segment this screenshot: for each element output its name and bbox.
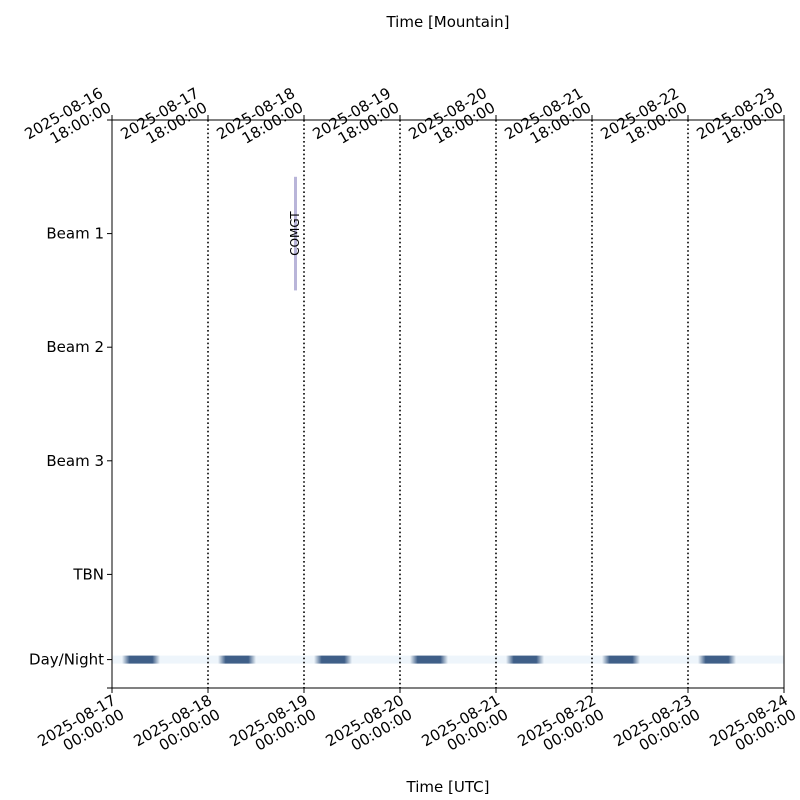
night-band [602,655,640,664]
x2-tick-label: 2025-08-2318:00:00 [693,84,786,157]
y-tick-label: Day/Night [29,651,104,669]
event-label: COMGT [288,211,302,256]
x-tick-label: 2025-08-2400:00:00 [706,691,799,764]
x2-tick-label: 2025-08-1918:00:00 [309,84,402,157]
x-tick-label: 2025-08-1800:00:00 [130,691,223,764]
x-tick-label: 2025-08-1900:00:00 [226,691,319,764]
x-tick-label: 2025-08-2200:00:00 [514,691,607,764]
y-tick-label: Beam 2 [46,338,104,356]
night-band [506,655,544,664]
x-tick-label: 2025-08-2300:00:00 [610,691,703,764]
x2-tick-label: 2025-08-2018:00:00 [405,84,498,157]
y-tick-label: TBN [72,565,104,583]
night-band [698,655,736,664]
event-bar [294,176,297,291]
night-band [410,655,448,664]
x2-tick-label: 2025-08-1718:00:00 [117,84,210,157]
night-band [122,655,160,664]
night-band [218,655,256,664]
x-tick-label: 2025-08-2100:00:00 [418,691,511,764]
x2-tick-label: 2025-08-1618:00:00 [21,84,114,157]
night-band [314,655,352,664]
x-tick-label: 2025-08-1700:00:00 [34,691,127,764]
x2-tick-label: 2025-08-2218:00:00 [597,84,690,157]
plot-frame [111,119,785,689]
x-axis-title: Time [UTC] [406,778,490,796]
x2-axis-title: Time [Mountain] [385,13,509,31]
y-tick-label: Beam 1 [46,225,104,243]
x-tick-label: 2025-08-2000:00:00 [322,691,415,764]
x2-tick-label: 2025-08-1818:00:00 [213,84,306,157]
x2-tick-label: 2025-08-2118:00:00 [501,84,594,157]
y-tick-label: Beam 3 [46,452,104,470]
